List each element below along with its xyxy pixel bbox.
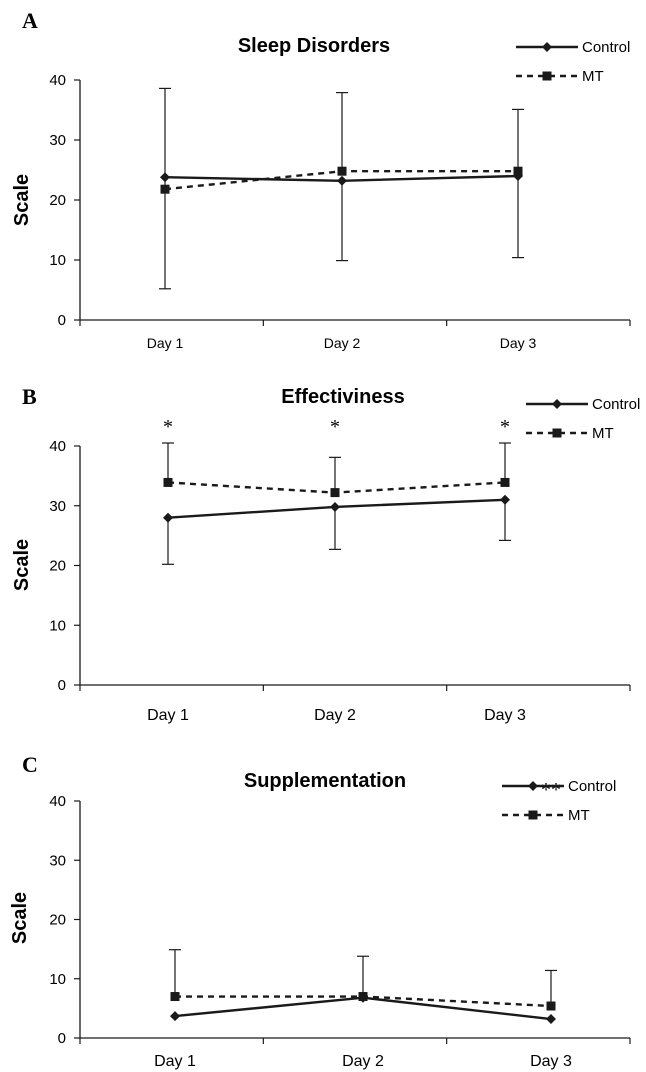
chart-title: Effectiviness xyxy=(281,386,404,408)
y-tick-label: 20 xyxy=(49,912,66,929)
chart-panel-b: B Effectiviness Scale 0 10 20 30 40 Day 1 Day 2 Da… xyxy=(11,384,640,724)
legend: Control MT xyxy=(526,396,640,442)
y-tick-label: 40 xyxy=(49,438,66,455)
data-point-control xyxy=(330,501,340,512)
panel-label: A xyxy=(22,8,38,33)
legend-marker-mt xyxy=(552,428,562,438)
data-point-mt xyxy=(337,166,347,176)
y-axis-label: Scale xyxy=(11,539,33,591)
legend-marker-control xyxy=(528,781,538,791)
legend-marker-mt xyxy=(528,810,538,820)
legend-label-mt: MT xyxy=(568,807,590,824)
x-tick-label: Day 2 xyxy=(342,1053,384,1070)
y-axis-label: Scale xyxy=(11,174,33,226)
y-tick-label: 10 xyxy=(49,252,66,269)
legend-label-control: Control xyxy=(582,39,630,56)
legend-marker-mt xyxy=(542,71,552,81)
data-point-control xyxy=(546,1014,556,1025)
chart-panel-c: C Supplementation Scale 0 10 20 30 40 Day 1 Day 2… xyxy=(9,752,631,1070)
significance-annotation: ** xyxy=(541,779,561,801)
x-tick-label: Day 1 xyxy=(154,1053,196,1070)
y-tick-label: 0 xyxy=(58,1030,66,1047)
data-point-mt xyxy=(170,992,180,1002)
legend-label-mt: MT xyxy=(582,68,604,85)
legend-label-mt: MT xyxy=(592,425,614,442)
data-point-control xyxy=(337,175,347,186)
data-point-control xyxy=(160,172,170,183)
x-tick-label: Day 3 xyxy=(500,335,537,351)
chart-title: Supplementation xyxy=(244,770,406,792)
legend-marker-control xyxy=(552,399,562,409)
legend: Control MT xyxy=(502,778,616,824)
y-tick-label: 0 xyxy=(58,677,66,694)
x-tick-label: Day 2 xyxy=(324,335,361,351)
chart-panel-a: A Sleep Disorders Scale 0 10 20 30 40 Day 1 Day 2… xyxy=(11,8,631,351)
y-tick-label: 0 xyxy=(58,312,66,329)
y-tick-label: 10 xyxy=(49,617,66,634)
legend: Control MT xyxy=(516,39,630,85)
data-point-mt xyxy=(330,488,340,498)
panel-label: B xyxy=(22,384,37,409)
data-point-control xyxy=(163,512,173,523)
data-point-mt xyxy=(500,477,510,487)
significance-annotation: * xyxy=(500,416,510,438)
y-tick-label: 40 xyxy=(49,793,66,810)
y-tick-label: 10 xyxy=(49,971,66,988)
y-tick-label: 20 xyxy=(49,192,66,209)
data-point-control xyxy=(500,494,510,505)
y-tick-label: 30 xyxy=(49,852,66,869)
significance-annotation: * xyxy=(330,416,340,438)
significance-annotation: * xyxy=(163,416,173,438)
y-axis-label: Scale xyxy=(9,892,31,944)
y-tick-label: 30 xyxy=(49,132,66,149)
y-tick-label: 20 xyxy=(49,558,66,575)
legend-label-control: Control xyxy=(568,778,616,795)
data-point-mt xyxy=(358,992,368,1002)
data-point-mt xyxy=(513,166,523,176)
x-tick-label: Day 3 xyxy=(484,707,526,724)
x-tick-label: Day 2 xyxy=(314,707,356,724)
y-tick-label: 40 xyxy=(49,72,66,89)
y-tick-label: 30 xyxy=(49,498,66,515)
x-tick-label: Day 3 xyxy=(530,1053,572,1070)
x-tick-label: Day 1 xyxy=(147,707,189,724)
data-point-mt xyxy=(163,477,173,487)
legend-label-control: Control xyxy=(592,396,640,413)
data-point-control xyxy=(170,1011,180,1022)
chart-title: Sleep Disorders xyxy=(238,35,390,57)
x-tick-label: Day 1 xyxy=(147,335,184,351)
data-point-mt xyxy=(546,1001,556,1011)
panel-label: C xyxy=(22,752,38,777)
data-point-mt xyxy=(160,184,170,194)
legend-marker-control xyxy=(542,42,552,52)
